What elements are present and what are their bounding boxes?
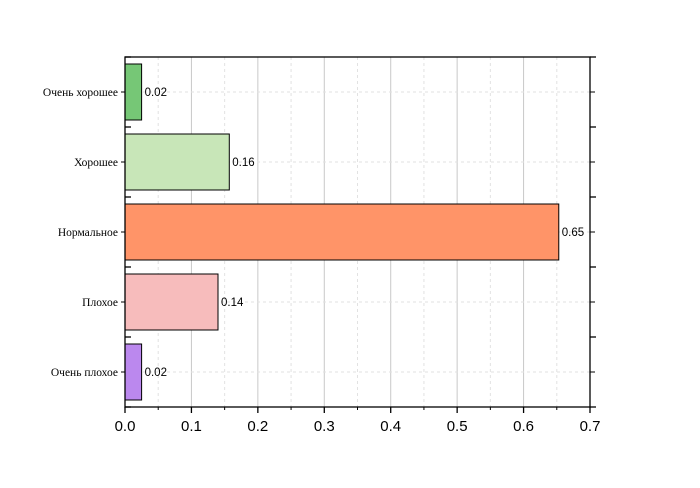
x-tick-label: 0.2 xyxy=(247,418,268,435)
bars xyxy=(124,63,560,401)
bar xyxy=(124,63,143,121)
data-label: 0.02 xyxy=(145,367,167,379)
bar xyxy=(124,203,560,261)
data-label: 0.16 xyxy=(232,157,254,169)
x-tick-label: 0.7 xyxy=(580,418,601,435)
category-label: Очень плохое xyxy=(51,367,118,379)
axes: Очень хорошее Хорошее Нормальное Плохое Очен… xyxy=(43,56,601,435)
bar xyxy=(124,343,143,401)
category-label: Нормальное xyxy=(58,227,118,239)
x-tick-label: 0.3 xyxy=(314,418,335,435)
data-label: 0.14 xyxy=(221,297,244,309)
x-tick-label: 0.1 xyxy=(181,418,202,435)
category-label: Плохое xyxy=(82,297,118,309)
category-label: Очень хорошее xyxy=(43,87,118,99)
x-tick-label: 0.5 xyxy=(447,418,468,435)
data-labels: 0.02 0.16 0.65 0.14 0.02 xyxy=(145,87,585,379)
x-tick-label: 0.0 xyxy=(115,418,136,435)
x-tick-label: 0.4 xyxy=(380,418,401,435)
category-label: Хорошее xyxy=(74,157,118,169)
bar xyxy=(124,273,219,331)
data-label: 0.65 xyxy=(562,227,584,239)
data-label: 0.02 xyxy=(145,87,167,99)
x-tick-label: 0.6 xyxy=(513,418,534,435)
bar xyxy=(124,133,230,191)
